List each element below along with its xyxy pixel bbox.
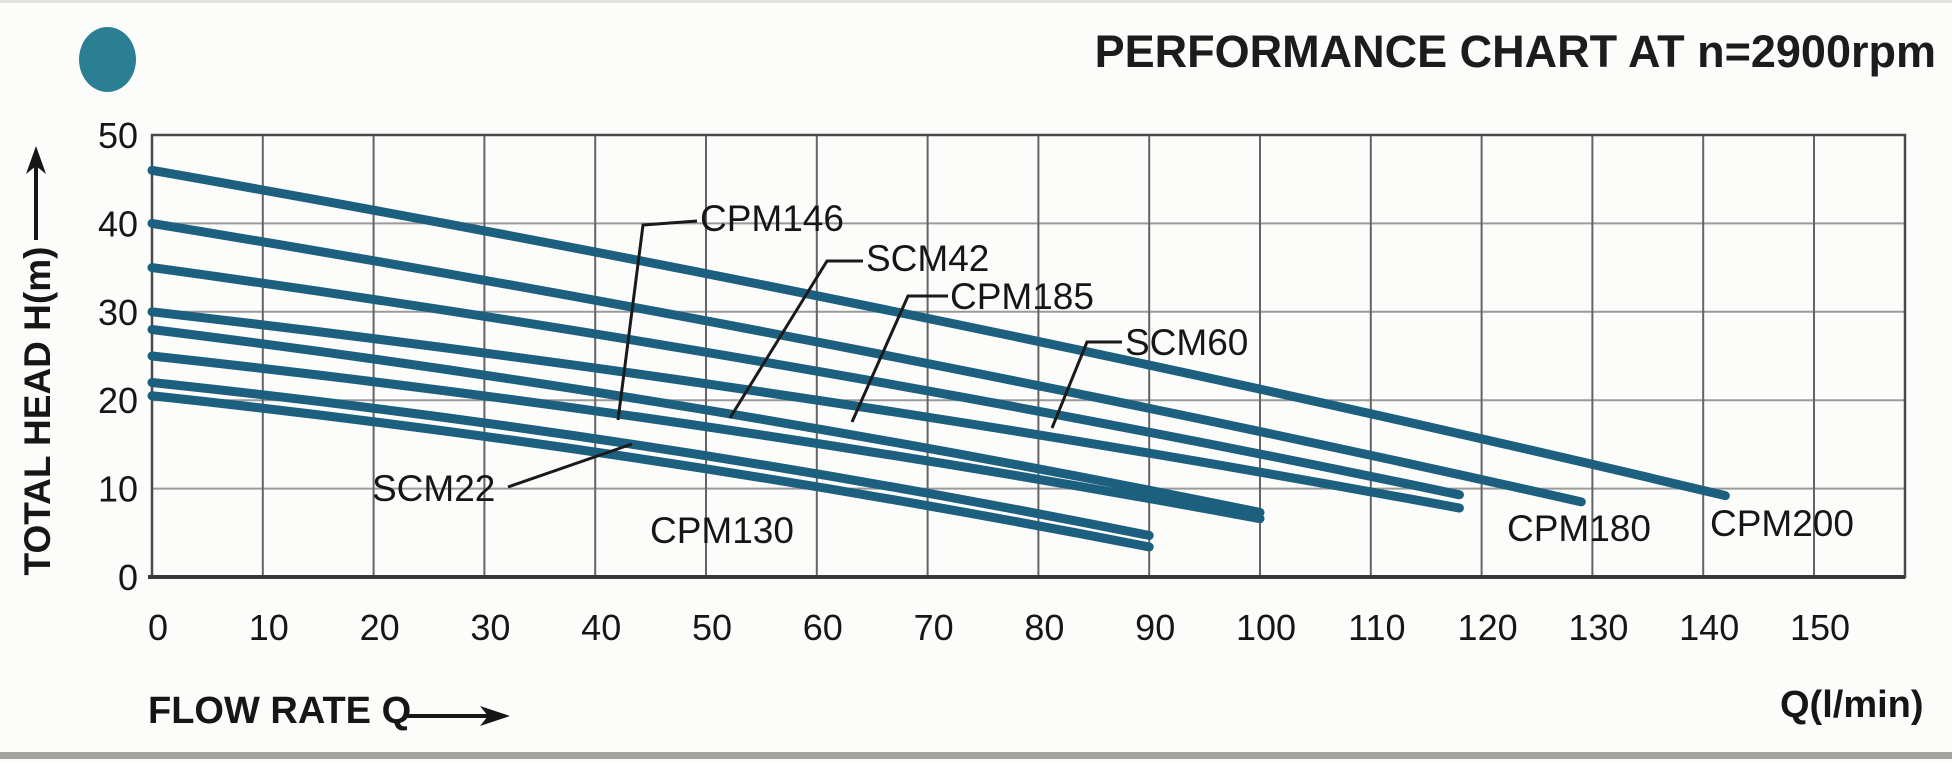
chart-title: PERFORMANCE CHART AT n=2900rpm <box>1094 26 1936 77</box>
y-axis-arrow-icon <box>26 146 46 240</box>
x-tick-label: 110 <box>1348 607 1405 648</box>
leader-cpm185 <box>850 294 948 423</box>
leader-scm60 <box>1050 340 1122 429</box>
curve-scm22 <box>147 378 1154 540</box>
y-tick-label: 40 <box>98 203 138 244</box>
x-axis-title: FLOW RATE Q <box>148 690 412 732</box>
curve-label-cpm130: CPM130 <box>650 510 794 551</box>
curve-label-cpm200: CPM200 <box>1710 503 1854 544</box>
y-tick-label: 50 <box>98 115 138 156</box>
brand-logo-circle <box>79 27 136 92</box>
curve-label-cpm180: CPM180 <box>1507 508 1651 549</box>
x-tick-label: 120 <box>1458 607 1518 648</box>
leader-scm42 <box>728 259 863 419</box>
x-tick-label: 10 <box>249 607 289 648</box>
x-tick-label: 0 <box>148 607 168 648</box>
bottom-edge-bar <box>0 752 1952 759</box>
curve-cpm185 <box>147 307 1464 513</box>
x-axis-unit-label: Q(l/min) <box>1780 684 1924 726</box>
curve-cpm200 <box>147 165 1730 501</box>
y-tick-label: 30 <box>98 292 138 333</box>
y-axis-title: TOTAL HEAD H(m) <box>17 246 58 576</box>
x-tick-label: 100 <box>1236 607 1296 648</box>
curve-label-scm42: SCM42 <box>866 238 989 279</box>
curve-scm60 <box>147 263 1464 500</box>
x-tick-label: 70 <box>914 607 954 648</box>
x-tick-label: 130 <box>1568 607 1628 648</box>
y-tick-label: 0 <box>118 557 138 598</box>
x-tick-label: 40 <box>581 607 621 648</box>
curve-scm42 <box>147 324 1265 517</box>
curve-cpm146 <box>147 351 1265 524</box>
x-tick-label: 80 <box>1024 607 1064 648</box>
y-tick-label: 10 <box>98 469 138 510</box>
curve-cpm180 <box>147 218 1586 507</box>
x-tick-label: 30 <box>470 607 510 648</box>
curve-label-cpm146: CPM146 <box>700 198 844 239</box>
x-tick-label: 90 <box>1135 607 1175 648</box>
curve-cpm130 <box>147 391 1154 552</box>
x-tick-label: 150 <box>1790 607 1850 648</box>
x-tick-label: 50 <box>692 607 732 648</box>
curve-label-cpm185: CPM185 <box>950 276 1094 317</box>
leader-scm22 <box>507 442 633 489</box>
x-tick-label: 60 <box>803 607 843 648</box>
curve-label-scm22: SCM22 <box>372 468 495 509</box>
leader-cpm146 <box>616 219 698 421</box>
top-edge-line <box>0 0 1952 3</box>
y-tick-label: 20 <box>98 380 138 421</box>
curve-label-scm60: SCM60 <box>1125 322 1248 363</box>
x-tick-label: 20 <box>360 607 400 648</box>
x-tick-label: 140 <box>1679 607 1739 648</box>
x-axis-arrow-icon <box>406 706 510 726</box>
